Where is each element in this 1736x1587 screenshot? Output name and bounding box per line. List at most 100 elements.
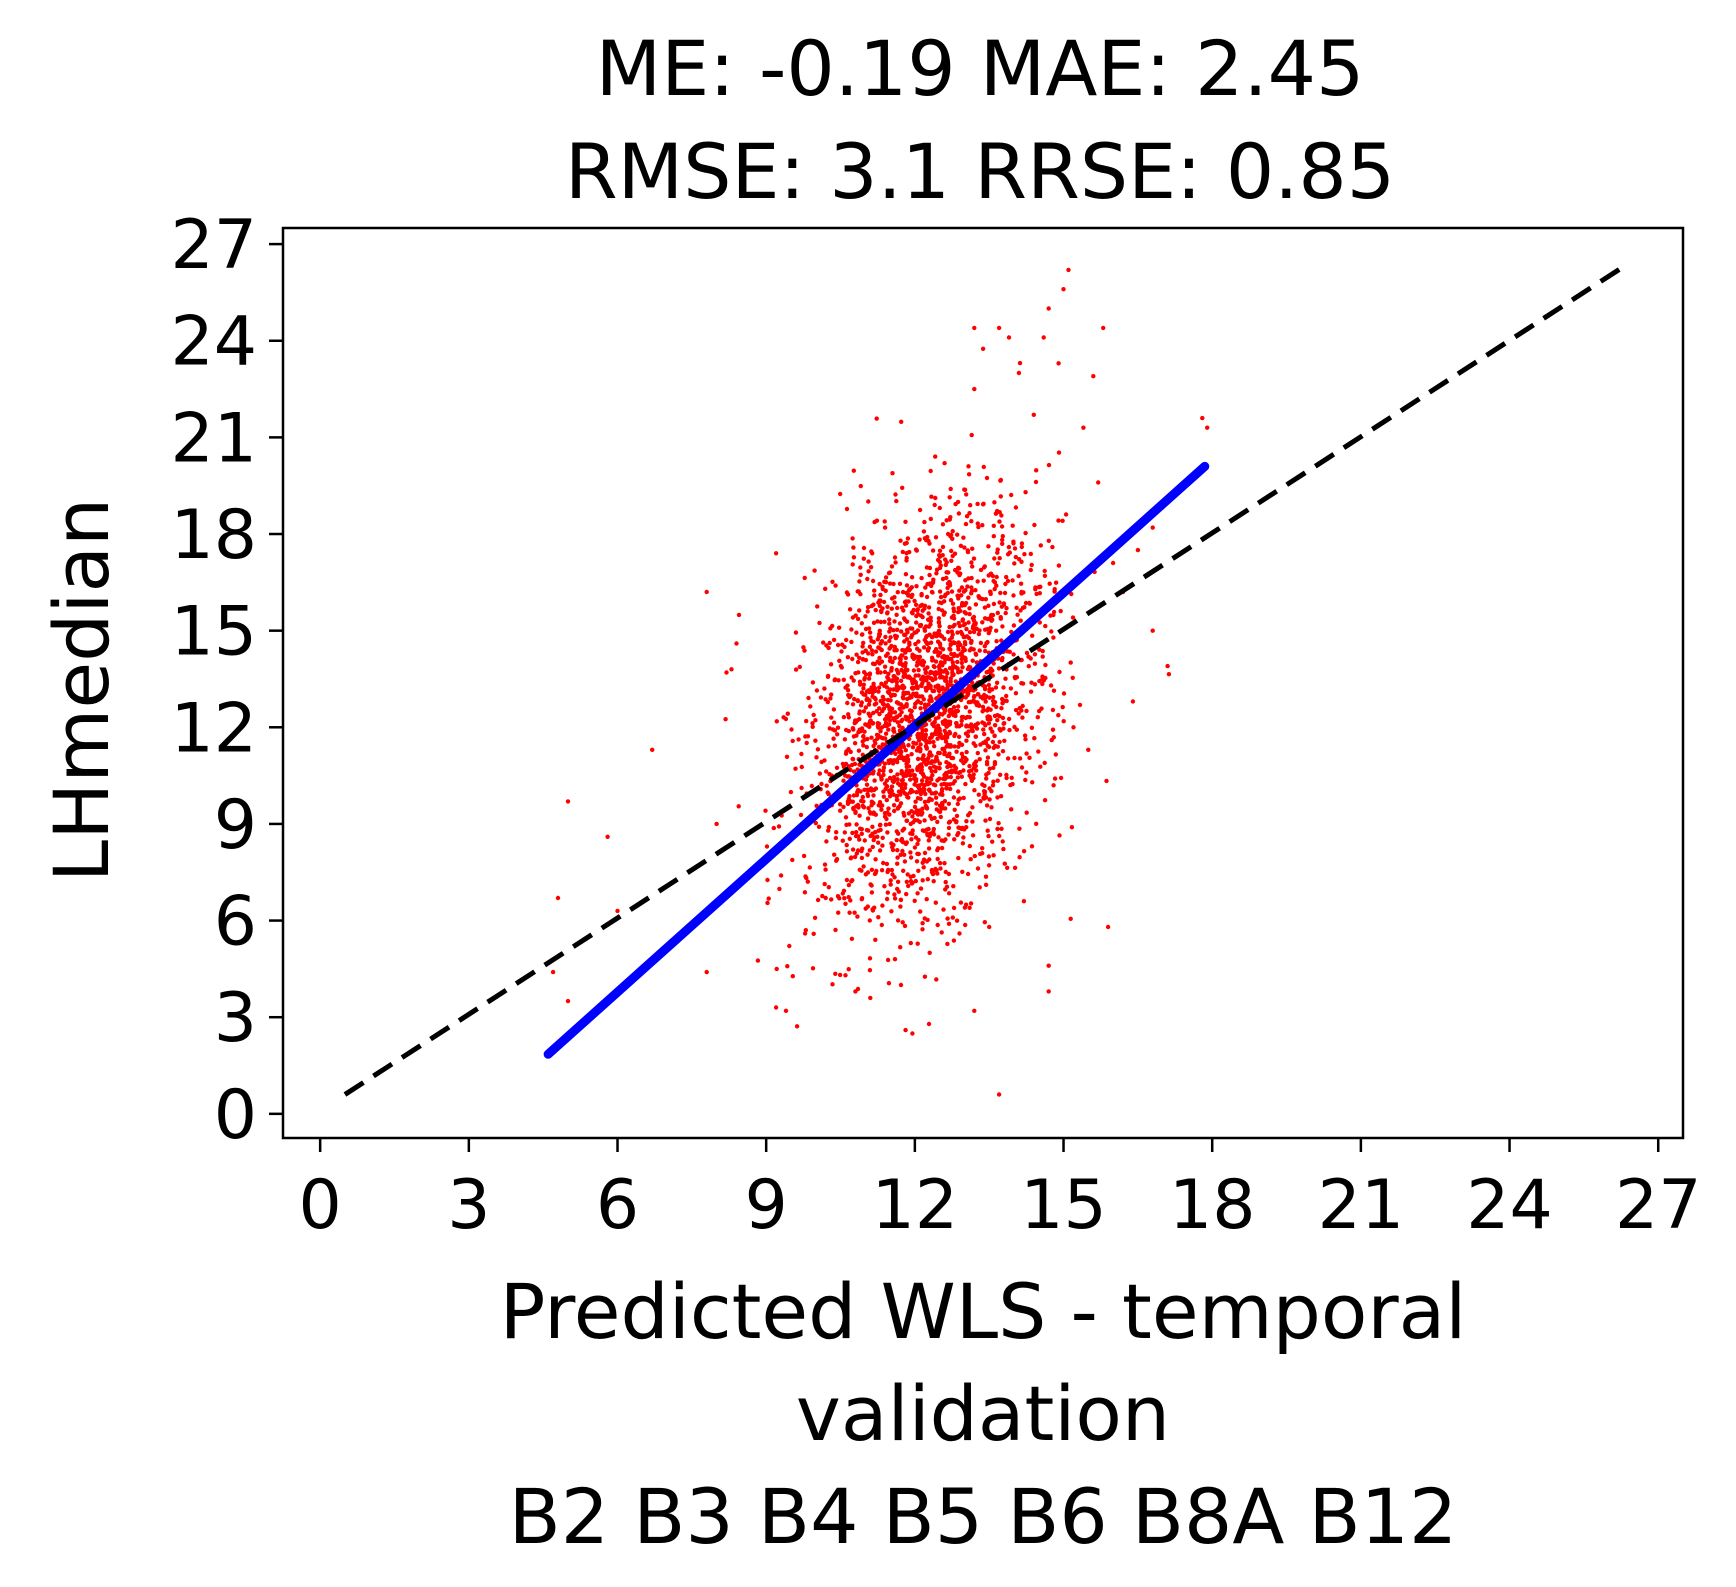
data-point bbox=[866, 559, 871, 564]
data-point bbox=[924, 686, 930, 692]
data-point bbox=[1034, 591, 1039, 597]
data-point bbox=[943, 879, 948, 885]
data-point bbox=[1056, 361, 1061, 366]
data-point bbox=[854, 851, 859, 856]
data-point bbox=[920, 614, 925, 620]
data-point bbox=[895, 627, 900, 632]
data-point bbox=[857, 655, 862, 660]
data-point bbox=[1000, 749, 1006, 754]
data-point bbox=[926, 611, 931, 616]
data-point bbox=[990, 839, 995, 844]
data-point bbox=[840, 642, 845, 647]
data-point bbox=[994, 704, 999, 710]
data-point bbox=[1010, 523, 1015, 528]
data-point bbox=[910, 745, 916, 750]
data-point bbox=[798, 812, 804, 818]
data-point bbox=[924, 565, 930, 570]
data-point bbox=[957, 623, 963, 629]
data-point bbox=[904, 599, 909, 604]
data-point bbox=[870, 721, 875, 726]
data-point bbox=[895, 848, 900, 853]
data-point bbox=[971, 775, 976, 781]
data-point bbox=[967, 905, 972, 910]
data-point bbox=[951, 795, 957, 800]
data-point bbox=[933, 495, 938, 501]
data-point bbox=[817, 771, 822, 776]
data-point bbox=[790, 857, 795, 863]
data-point bbox=[967, 773, 972, 778]
data-point bbox=[955, 659, 960, 665]
data-point bbox=[826, 744, 831, 749]
x-axis-label-line-1: Predicted WLS - temporal bbox=[500, 1267, 1467, 1356]
data-point bbox=[878, 599, 883, 604]
data-point bbox=[774, 719, 779, 724]
data-point bbox=[937, 650, 943, 655]
data-point bbox=[914, 859, 920, 864]
data-point bbox=[810, 680, 816, 685]
data-point bbox=[966, 729, 971, 734]
data-point bbox=[922, 626, 927, 631]
data-point bbox=[1000, 696, 1005, 702]
data-point bbox=[1034, 821, 1039, 826]
data-point bbox=[884, 896, 890, 902]
data-point bbox=[895, 772, 900, 777]
data-point bbox=[855, 914, 860, 919]
data-point bbox=[946, 921, 952, 926]
data-point bbox=[1003, 581, 1008, 587]
data-point bbox=[877, 581, 882, 587]
data-point bbox=[894, 648, 899, 653]
data-point bbox=[869, 648, 875, 653]
data-point bbox=[955, 775, 960, 780]
data-point bbox=[858, 572, 863, 577]
data-point bbox=[1028, 567, 1034, 573]
data-point bbox=[1063, 512, 1069, 517]
data-point bbox=[937, 860, 943, 866]
data-point bbox=[837, 802, 843, 807]
data-point bbox=[984, 670, 989, 675]
data-point bbox=[913, 701, 918, 707]
data-point bbox=[917, 654, 923, 660]
data-point bbox=[861, 743, 866, 748]
data-point bbox=[910, 768, 915, 773]
data-point bbox=[920, 921, 925, 926]
data-point bbox=[918, 746, 923, 752]
data-point bbox=[887, 570, 893, 575]
data-point bbox=[862, 670, 867, 675]
data-point bbox=[861, 864, 866, 869]
data-point bbox=[1027, 600, 1032, 606]
data-point bbox=[910, 831, 915, 837]
data-point bbox=[912, 598, 917, 604]
data-point bbox=[1005, 578, 1011, 584]
data-point bbox=[864, 782, 870, 787]
data-point bbox=[1026, 664, 1032, 669]
y-axis: 0 3 6 9 12 15 18 21 24 27 bbox=[170, 206, 283, 1155]
data-point bbox=[970, 819, 975, 824]
data-point bbox=[883, 634, 888, 640]
data-point bbox=[919, 812, 924, 817]
data-point bbox=[819, 781, 824, 787]
data-point bbox=[895, 605, 900, 611]
data-point bbox=[952, 622, 957, 628]
data-point bbox=[936, 683, 941, 689]
data-point bbox=[961, 795, 966, 801]
data-point bbox=[962, 905, 968, 910]
data-point bbox=[849, 762, 855, 768]
data-point bbox=[910, 679, 915, 684]
data-point bbox=[1135, 547, 1141, 553]
data-point bbox=[869, 883, 874, 888]
data-point bbox=[1046, 462, 1052, 468]
data-point bbox=[1042, 568, 1047, 574]
data-point bbox=[1024, 810, 1029, 815]
data-point bbox=[1057, 833, 1062, 838]
data-point bbox=[897, 723, 902, 729]
data-point bbox=[948, 534, 953, 539]
data-point bbox=[895, 797, 900, 803]
plot-area bbox=[343, 264, 1625, 1097]
data-point bbox=[856, 670, 861, 675]
data-point bbox=[977, 757, 982, 762]
data-point bbox=[909, 788, 914, 794]
data-point bbox=[996, 821, 1001, 826]
data-point bbox=[958, 543, 964, 548]
data-point bbox=[990, 698, 996, 704]
data-point bbox=[904, 637, 910, 642]
